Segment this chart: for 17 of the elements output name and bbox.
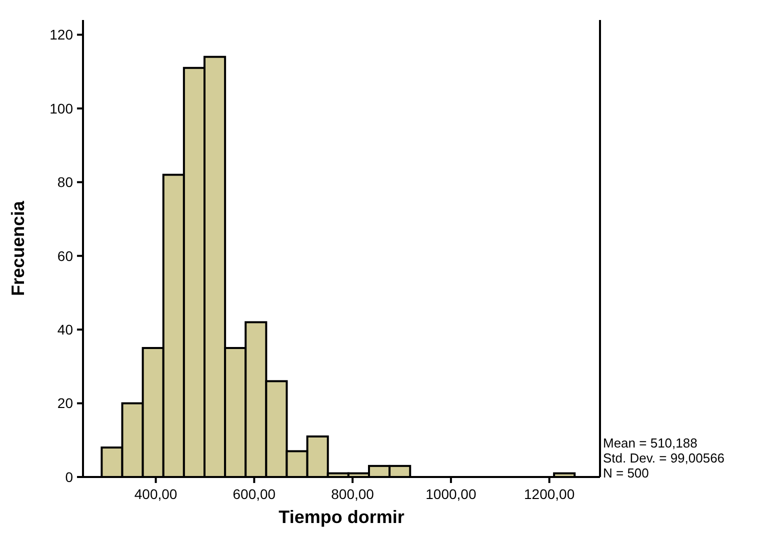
y-tick-label: 80 [57, 174, 74, 190]
text: N = 500 [603, 466, 649, 481]
x-tick-label: 600,00 [232, 486, 276, 502]
x-tick-label: 1200,00 [524, 486, 575, 502]
y-tick-label: 100 [50, 100, 74, 116]
y-tick-label: 20 [57, 395, 74, 412]
y-tick-label: 0 [65, 468, 74, 485]
x-axis-title: Tiempo dormir [278, 507, 404, 527]
text: Mean = 510,188 [603, 436, 698, 451]
y-tick-label: 40 [57, 321, 74, 338]
y-tick-label: 60 [57, 248, 74, 264]
y-axis-title: Frecuencia [8, 200, 28, 296]
text: Std. Dev. = 99,00566 [603, 450, 725, 466]
x-tick-label: 800,00 [331, 486, 374, 502]
x-tick-label: 400,00 [134, 486, 178, 502]
x-tick-label: 1000,00 [426, 486, 476, 502]
y-tick-label: 120 [50, 26, 74, 43]
